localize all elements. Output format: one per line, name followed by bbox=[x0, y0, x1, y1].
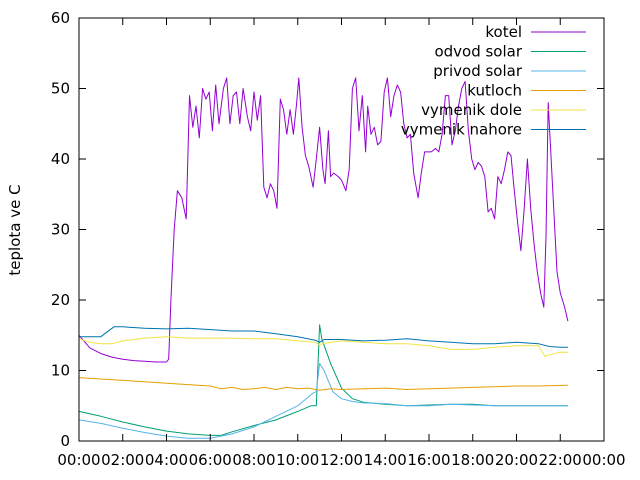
x-tick-label: 08:00 bbox=[232, 451, 275, 469]
y-tick-label: 0 bbox=[60, 432, 70, 450]
x-tick-label: 16:00 bbox=[407, 451, 450, 469]
plot-frame bbox=[78, 17, 605, 442]
legend-label: odvod solar bbox=[434, 43, 522, 61]
legend-label: vymenik dole bbox=[421, 101, 522, 119]
y-tick-label: 30 bbox=[51, 221, 70, 239]
y-tick-label: 10 bbox=[51, 362, 70, 380]
x-tick-label: 20:00 bbox=[495, 451, 538, 469]
series-layer bbox=[78, 77, 569, 439]
x-tick-label: 00:00 bbox=[582, 451, 625, 469]
legend-label: privod solar bbox=[433, 62, 523, 80]
x-tick-label: 22:00 bbox=[539, 451, 582, 469]
series-line-vymenik-nahore bbox=[79, 326, 568, 348]
y-tick-label: 20 bbox=[51, 291, 70, 309]
x-tick-label: 10:00 bbox=[276, 451, 319, 469]
legend-label: vymenik nahore bbox=[401, 121, 522, 139]
y-axis-label: teplota ve C bbox=[6, 184, 24, 275]
x-tick-label: 12:00 bbox=[320, 451, 363, 469]
y-tick-label: 50 bbox=[51, 80, 70, 98]
x-tick-label: 02:00 bbox=[101, 451, 144, 469]
series-line-kotel bbox=[78, 77, 569, 363]
y-tick-label: 40 bbox=[51, 150, 70, 168]
y-tick-label: 60 bbox=[51, 9, 70, 27]
x-tick-label: 00:00 bbox=[57, 451, 100, 469]
x-tick-label: 18:00 bbox=[451, 451, 494, 469]
x-tick-label: 06:00 bbox=[189, 451, 232, 469]
series-line-vymenik-dole bbox=[78, 336, 568, 357]
legend-label: kutloch bbox=[467, 82, 522, 100]
x-tick-label: 04:00 bbox=[145, 451, 188, 469]
series-line-privod-solar bbox=[78, 362, 568, 439]
series-line-odvod-solar bbox=[78, 324, 568, 436]
series-line-kutloch bbox=[78, 377, 568, 391]
legend-label: kotel bbox=[485, 23, 522, 41]
x-tick-label: 14:00 bbox=[364, 451, 407, 469]
